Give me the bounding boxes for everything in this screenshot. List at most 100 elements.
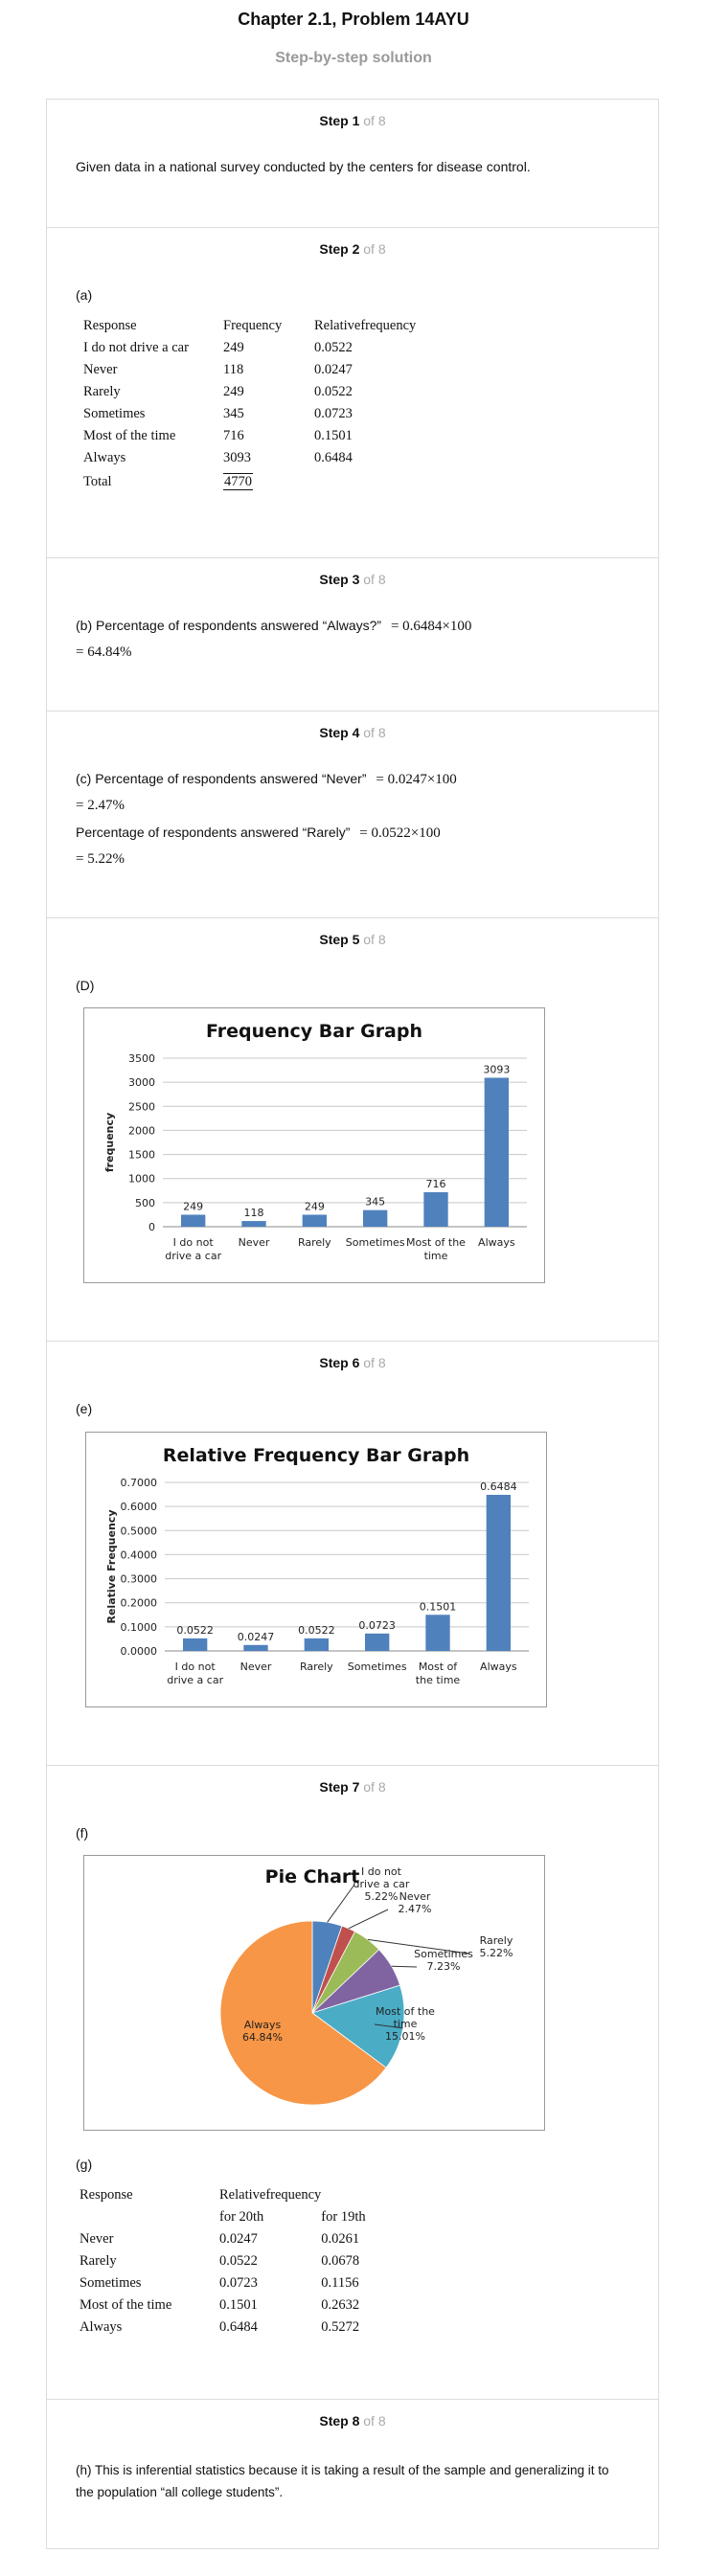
table-cell: 0.0723 xyxy=(219,2275,258,2291)
math-expression: = 0.0247×100 xyxy=(376,772,457,787)
bar-data-label: 345 xyxy=(365,1196,385,1209)
bar-data-label: 716 xyxy=(426,1178,446,1190)
x-tick-label: Most of xyxy=(419,1661,458,1673)
bar xyxy=(304,1638,329,1651)
step-number: Step 4 xyxy=(319,725,360,740)
table-cell: Rarely xyxy=(80,2253,117,2269)
table-cell: 0.0723 xyxy=(314,406,353,421)
step-number: Step 5 xyxy=(319,932,360,947)
table-cell: 3093 xyxy=(223,450,251,465)
total-label: Total xyxy=(83,474,112,489)
pie-slice xyxy=(311,1984,405,2068)
x-tick-label: Never xyxy=(240,1661,272,1673)
table-cell: Never xyxy=(80,2231,114,2247)
comparison-table: Response Relativefrequency for 20th for … xyxy=(80,2185,398,2339)
table-row: Rarely 249 0.0522 xyxy=(83,382,448,404)
column-header: for 19th xyxy=(321,2209,366,2225)
step-of: of 8 xyxy=(363,725,386,740)
bar-data-label: 0.1501 xyxy=(420,1600,457,1613)
y-tick-label: 2500 xyxy=(128,1100,155,1113)
leader-line xyxy=(391,1965,418,1968)
step-of: of 8 xyxy=(363,2413,386,2429)
frequency-table: Response Frequency Relativefrequency I d… xyxy=(83,316,448,492)
step-7: Step 7 of 8 (f) Pie Chart I do not drive a… xyxy=(47,1766,658,2400)
table-row: Sometimes 345 0.0723 xyxy=(83,404,448,426)
x-tick-label: Sometimes xyxy=(348,1661,407,1673)
y-tick-label: 0.3000 xyxy=(121,1573,158,1586)
step-2: Step 2 of 8 (a) Response Frequency Relat… xyxy=(47,228,658,558)
x-tick-label: I do not xyxy=(175,1661,217,1673)
column-header: Relativefrequency xyxy=(219,2187,322,2203)
pie-slice-label: 7.23% xyxy=(427,1960,461,1973)
bar-data-label: 0.0522 xyxy=(176,1624,214,1637)
table-cell: Most of the time xyxy=(80,2297,172,2313)
pie-slice-label: 5.22% xyxy=(480,1947,513,1959)
pie-slice-label: 64.84% xyxy=(242,2031,283,2044)
math-result: = 2.47% xyxy=(76,798,125,813)
y-tick-label: 0.0000 xyxy=(121,1645,158,1658)
bar xyxy=(181,1214,206,1227)
table-cell: Never xyxy=(83,362,118,377)
pie-slice-label: Never xyxy=(399,1890,431,1903)
table-cell: 0.0678 xyxy=(321,2253,360,2269)
table-cell: I do not drive a car xyxy=(83,340,189,355)
table-cell: 0.0247 xyxy=(219,2231,258,2247)
step-text: (c) Percentage of respondents answered “… xyxy=(76,771,367,786)
pie-slice-label: Always xyxy=(244,2019,282,2031)
bar xyxy=(302,1214,327,1227)
column-header: Response xyxy=(83,318,137,333)
y-tick-label: 1000 xyxy=(128,1173,155,1186)
page-subtitle: Step-by-step solution xyxy=(275,50,432,66)
x-tick-label: Never xyxy=(239,1236,270,1249)
step-header: Step 6 of 8 xyxy=(47,1342,658,1370)
table-cell: 118 xyxy=(223,362,244,377)
table-cell: 0.1501 xyxy=(219,2297,258,2313)
bar-data-label: 0.6484 xyxy=(480,1480,517,1493)
relative-frequency-bar-chart: Relative Frequency Bar Graph 0.0000 0.1000… xyxy=(85,1432,547,1707)
step-of: of 8 xyxy=(363,572,386,587)
part-label: (a) xyxy=(76,287,93,303)
step-text-line: Percentage of respondents answered “Rare… xyxy=(47,825,441,842)
step-of: of 8 xyxy=(363,1779,386,1795)
y-tick-label: 3500 xyxy=(128,1052,155,1065)
step-header: Step 4 of 8 xyxy=(47,712,658,740)
y-tick-label: 0.1000 xyxy=(121,1621,158,1634)
table-cell: 0.2632 xyxy=(321,2297,360,2313)
chart-title: Pie Chart xyxy=(265,1866,360,1887)
column-header: Response xyxy=(80,2187,133,2203)
table-row: Sometimes 0.0723 0.1156 xyxy=(80,2273,398,2295)
table-cell: Rarely xyxy=(83,384,121,399)
step-text-line: (c) Percentage of respondents answered “… xyxy=(47,771,457,788)
bar-data-label: 249 xyxy=(183,1200,203,1212)
bar xyxy=(365,1633,390,1651)
step-of: of 8 xyxy=(363,932,386,947)
table-cell: 345 xyxy=(223,406,244,421)
table-cell: Always xyxy=(80,2319,123,2335)
x-tick-label: time xyxy=(424,1250,448,1262)
pie-slice-label: 5.22% xyxy=(365,1890,399,1903)
part-label: (e) xyxy=(76,1401,93,1416)
step-number: Step 1 xyxy=(319,113,360,128)
y-tick-label: 0 xyxy=(148,1221,155,1233)
table-header-row: for 20th for 19th xyxy=(80,2207,398,2229)
step-text-line: (b) Percentage of respondents answered “… xyxy=(47,618,471,635)
table-row: Always 0.6484 0.5272 xyxy=(80,2317,398,2339)
step-header: Step 7 of 8 xyxy=(47,1766,658,1795)
bar-data-label: 0.0723 xyxy=(358,1619,396,1632)
step-text: (h) This is inferential statistics becau… xyxy=(76,2463,609,2499)
relative-frequency-bar-chart-svg: Relative Frequency Bar Graph 0.0000 0.1000… xyxy=(105,1445,529,1686)
pie-slice-label: time xyxy=(394,2018,418,2030)
table-cell: Most of the time xyxy=(83,428,176,443)
y-tick-label: 0.7000 xyxy=(121,1477,158,1489)
bar xyxy=(183,1638,208,1651)
chart-title: Relative Frequency Bar Graph xyxy=(163,1445,469,1466)
column-header: for 20th xyxy=(219,2209,264,2225)
math-result: = 64.84% xyxy=(76,644,132,660)
leader-line xyxy=(348,1909,389,1930)
y-tick-label: 0.4000 xyxy=(121,1548,158,1561)
table-cell: 0.0522 xyxy=(219,2253,258,2269)
chart-title: Frequency Bar Graph xyxy=(206,1021,422,1042)
leader-line xyxy=(367,1938,470,1955)
y-axis-label: Relative Frequency xyxy=(105,1510,118,1624)
table-cell: 0.5272 xyxy=(321,2319,360,2335)
